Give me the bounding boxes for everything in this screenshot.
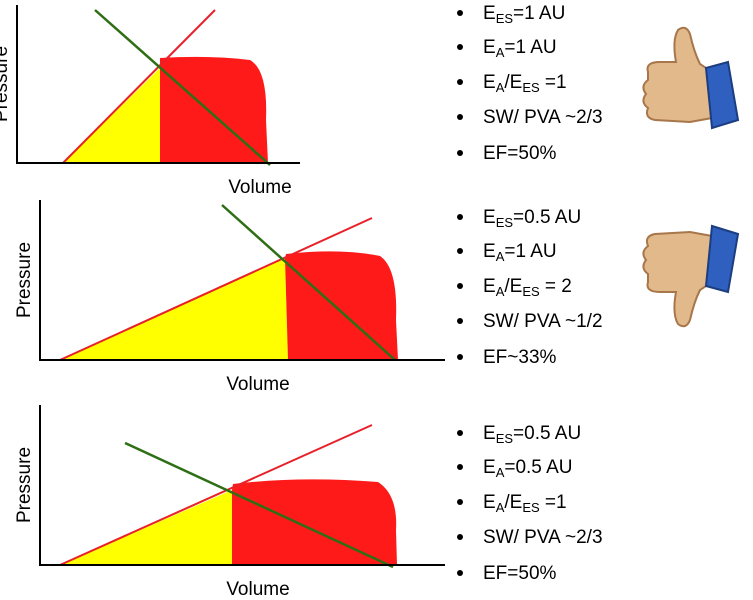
bullet-dot <box>457 10 463 16</box>
pv-loop-area <box>160 56 268 163</box>
bullet-text-part: =1 <box>540 492 567 513</box>
bullet-text-part: EF~33% <box>483 347 557 368</box>
bullet-text: EF~33% <box>483 347 557 368</box>
bullet-text-part: EF=50% <box>483 143 557 164</box>
subscript: A <box>496 80 505 95</box>
bullet-text: EES=0.5 AU <box>483 423 581 446</box>
ea-line <box>221 204 396 361</box>
bullet-dot <box>457 534 463 540</box>
pv-loop-area <box>232 479 397 565</box>
subscript: A <box>496 465 505 480</box>
pv-loop-area <box>285 251 398 360</box>
bullet-dot <box>457 44 463 50</box>
bullet-dot <box>457 430 463 436</box>
bullet-dot <box>457 248 463 254</box>
bullet-text: EA/EES =1 <box>483 492 567 515</box>
bullet-text-part: E <box>483 37 496 58</box>
ea-line <box>124 441 394 569</box>
bullet-text: EES=1 AU <box>483 3 565 26</box>
bullet-dot <box>457 464 463 470</box>
bullet-text: EA=0.5 AU <box>483 457 573 480</box>
bullet-text-part: =0.5 AU <box>513 423 581 444</box>
y-axis-label: Pressure <box>14 242 35 318</box>
axes <box>16 5 300 164</box>
bullet-text: EA/EES = 2 <box>483 276 572 299</box>
bullet-text: SW/ PVA ~2/3 <box>483 527 603 548</box>
bullet-text: SW/ PVA ~1/2 <box>483 311 603 332</box>
x-axis-label: Volume <box>228 177 291 198</box>
bullet-text-part: /E <box>504 72 522 93</box>
x-axis-label: Volume <box>226 579 289 600</box>
subscript: A <box>496 500 505 515</box>
subscript: A <box>496 284 505 299</box>
bullet-text: EA=1 AU <box>483 241 557 264</box>
subscript: A <box>496 45 505 60</box>
bullet-dot <box>457 150 463 156</box>
subscript: ES <box>496 215 514 230</box>
subscript: ES <box>522 284 540 299</box>
bullet-text-part: = 2 <box>540 276 572 297</box>
bullet-text-part: E <box>483 276 496 297</box>
thumbs-down-icon <box>642 224 740 328</box>
bullet-text: EES=0.5 AU <box>483 207 581 230</box>
bullet-dot <box>457 318 463 324</box>
bullet-text-part: /E <box>504 492 522 513</box>
bullet-text-part: EF=50% <box>483 563 557 584</box>
bullet-text-part: E <box>483 3 496 24</box>
subscript: ES <box>496 11 514 26</box>
bullet-text: EA/EES =1 <box>483 72 567 95</box>
bullet-text-part: E <box>483 72 496 93</box>
bullet-text-part: E <box>483 492 496 513</box>
bullet-dot <box>457 114 463 120</box>
bullet-text: EA=1 AU <box>483 37 557 60</box>
bullet-text-part: SW/ PVA ~2/3 <box>483 527 603 548</box>
x-axis-label: Volume <box>226 374 289 395</box>
y-axis-label: Pressure <box>0 46 12 122</box>
bullet-dot <box>457 354 463 360</box>
bullet-text-part: =1 AU <box>504 241 556 262</box>
espvr-line <box>59 217 373 361</box>
bullet-text-part: =1 AU <box>504 37 556 58</box>
subscript: ES <box>522 80 540 95</box>
y-axis-label: Pressure <box>14 447 35 523</box>
bullet-text-part: /E <box>504 276 522 297</box>
bullet-text-part: E <box>483 241 496 262</box>
bullet-dot <box>457 499 463 505</box>
bullet-text-part: E <box>483 423 496 444</box>
bullet-dot <box>457 79 463 85</box>
bullet-text-part: =1 <box>540 72 567 93</box>
espvr-line <box>62 9 216 164</box>
bullet-dot <box>457 214 463 220</box>
thumbs-up-icon <box>642 26 740 130</box>
espvr-line <box>59 424 373 566</box>
subscript: ES <box>522 500 540 515</box>
bullet-text-part: =0.5 AU <box>504 457 572 478</box>
subscript: A <box>496 249 505 264</box>
bullet-text-part: E <box>483 207 496 228</box>
bullet-text-part: E <box>483 457 496 478</box>
bullet-dot <box>457 570 463 576</box>
subscript: ES <box>496 431 514 446</box>
bullet-text: SW/ PVA ~2/3 <box>483 107 603 128</box>
bullet-text-part: =1 AU <box>513 3 565 24</box>
axes <box>39 405 445 566</box>
axes <box>39 200 445 361</box>
bullet-text-part: SW/ PVA ~2/3 <box>483 107 603 128</box>
bullet-dot <box>457 283 463 289</box>
bullet-text-part: =0.5 AU <box>513 207 581 228</box>
bullet-text-part: SW/ PVA ~1/2 <box>483 311 603 332</box>
bullet-text: EF=50% <box>483 563 557 584</box>
ea-line <box>94 9 271 166</box>
bullet-text: EF=50% <box>483 143 557 164</box>
